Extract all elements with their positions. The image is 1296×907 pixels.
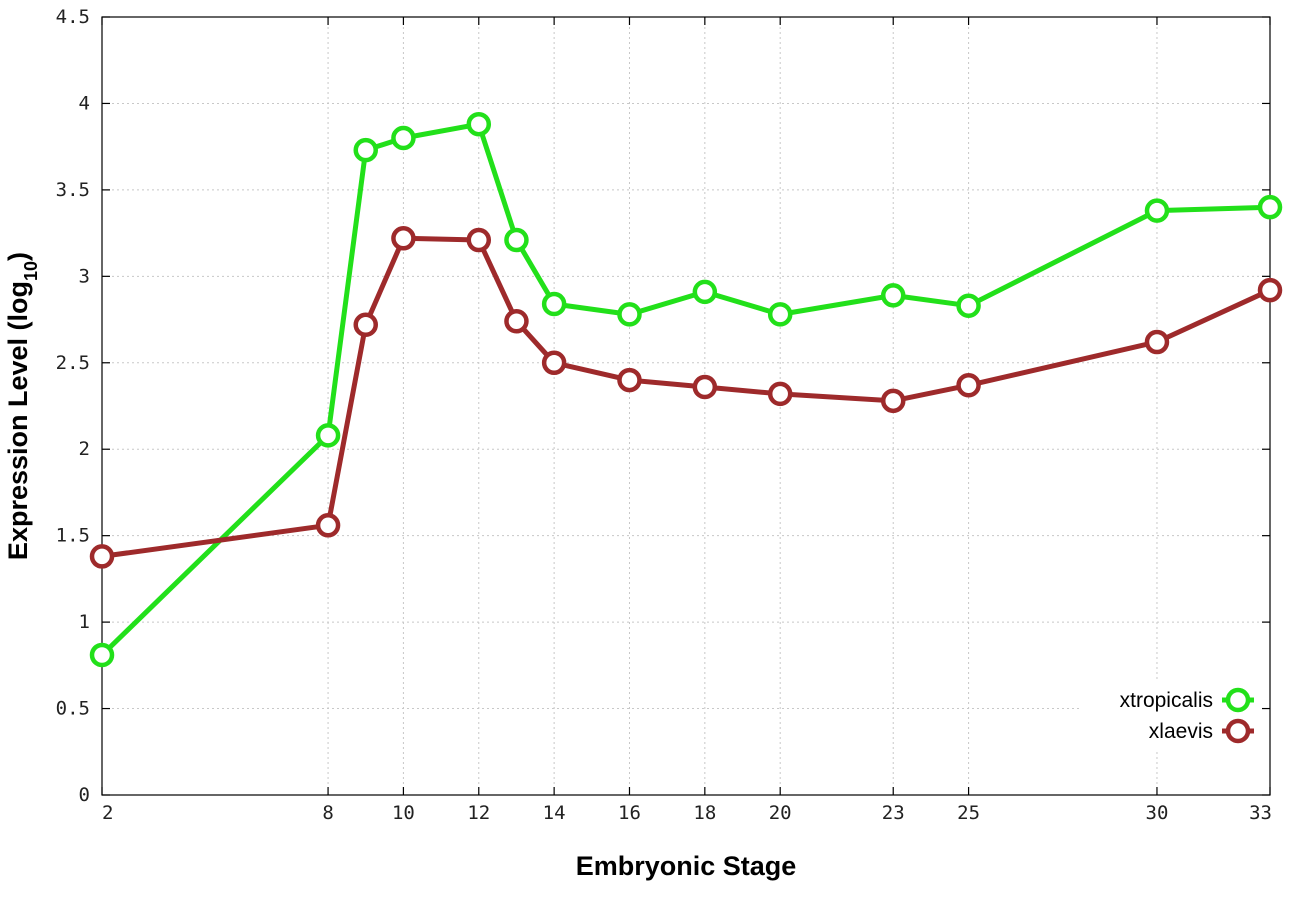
x-tick-label: 10 [392, 802, 415, 824]
y-tick-label: 1 [79, 611, 90, 633]
series-xlaevis [89, 226, 1283, 569]
x-tick-label: 25 [957, 802, 980, 824]
data-point-xlaevis [617, 367, 642, 393]
data-point-xlaevis [353, 312, 378, 337]
x-tick-label: 18 [693, 802, 716, 824]
x-tick-labels: 2 8 10 12 14 16 18 20 23 25 30 33 [102, 802, 1272, 824]
y-axis-title-subscript: 10 [21, 261, 41, 281]
y-axis-title-close: ) [3, 252, 33, 261]
x-tick-label: 30 [1146, 802, 1169, 824]
legend: xtropicalis xlaevis [1080, 680, 1260, 750]
x-axis-title: Embryonic Stage [576, 851, 797, 881]
y-tick-label: 3.5 [56, 179, 90, 201]
data-point-xlaevis [541, 350, 567, 376]
y-tick-label: 4.5 [56, 6, 90, 28]
series-lines [89, 111, 1283, 668]
y-tick-label: 0 [79, 784, 90, 806]
legend-entries: xtropicalis xlaevis [1120, 687, 1254, 744]
data-point-xtropicalis [541, 291, 567, 317]
data-point-xtropicalis [89, 642, 115, 668]
x-tick-label: 20 [769, 802, 792, 824]
legend-marker-xlaevis [1225, 718, 1251, 744]
plot-frame [101, 16, 1271, 796]
legend-label-xtropicalis: xtropicalis [1120, 689, 1213, 712]
y-axis-title: Expression Level (log10) [3, 252, 41, 560]
data-point-xlaevis [692, 374, 718, 400]
legend-marker-xtropicalis [1225, 687, 1251, 713]
data-point-xtropicalis [880, 283, 906, 308]
axis-ticks [101, 16, 1271, 796]
grid-lines [102, 17, 1270, 795]
y-tick-label: 3 [79, 265, 90, 287]
data-point-xtropicalis [692, 279, 718, 305]
data-point-xtropicalis [504, 227, 529, 253]
data-point-xlaevis [767, 381, 793, 407]
data-point-xlaevis [956, 373, 981, 398]
legend-entry-xtropicalis: xtropicalis [1120, 687, 1254, 713]
data-point-xtropicalis [466, 111, 492, 137]
y-tick-label: 2 [79, 438, 90, 460]
x-tick-label: 14 [543, 802, 566, 824]
data-point-xtropicalis [956, 293, 981, 318]
series-line-xtropicalis [99, 121, 1273, 658]
x-tick-label: 23 [882, 802, 905, 824]
x-tick-label: 2 [102, 802, 113, 824]
y-tick-label: 2.5 [56, 352, 90, 374]
y-tick-label: 4 [79, 92, 90, 114]
data-point-xtropicalis [1144, 198, 1170, 223]
y-axis-title-main: Expression Level (log [3, 281, 33, 560]
data-point-xtropicalis [767, 302, 793, 327]
data-point-xlaevis [89, 544, 115, 569]
data-point-xlaevis [880, 388, 906, 414]
series-line-xlaevis [99, 235, 1273, 559]
data-point-xlaevis [1257, 277, 1283, 303]
x-tick-label: 16 [618, 802, 641, 824]
data-point-xlaevis [466, 227, 492, 253]
data-point-xlaevis [315, 513, 341, 538]
data-point-xtropicalis [391, 125, 416, 151]
series-xtropicalis [89, 111, 1283, 668]
data-point-xtropicalis [1257, 194, 1283, 220]
data-point-xtropicalis [617, 302, 642, 327]
data-point-xlaevis [1144, 329, 1170, 355]
x-tick-label: 33 [1249, 802, 1272, 824]
data-point-xtropicalis [315, 423, 341, 448]
legend-label-xlaevis: xlaevis [1149, 720, 1213, 743]
x-tick-label: 8 [322, 802, 333, 824]
x-tick-label: 12 [467, 802, 490, 824]
y-tick-label: 0.5 [56, 698, 90, 720]
data-point-xlaevis [504, 309, 529, 334]
legend-entry-xlaevis: xlaevis [1149, 718, 1254, 744]
data-point-xtropicalis [353, 137, 378, 163]
y-tick-label: 1.5 [56, 525, 90, 547]
data-point-xlaevis [391, 226, 416, 251]
y-tick-labels: 0 0.5 1 1.5 2 2.5 3 3.5 4 4.5 [56, 6, 90, 806]
